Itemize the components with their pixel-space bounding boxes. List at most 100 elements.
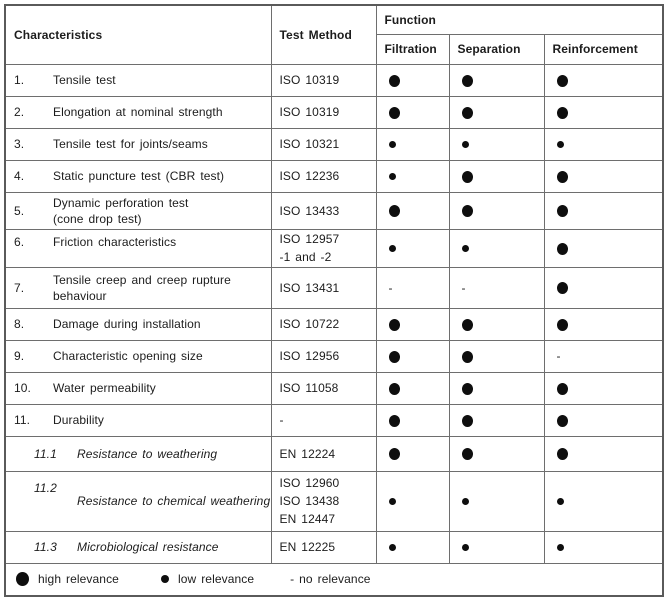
table-row: 3. Tensile test for joints/seams ISO 103…	[4, 127, 664, 161]
characteristic-name: Dynamic perforation test (cone drop test)	[53, 195, 189, 226]
characteristic-cell: 11. Durability	[4, 403, 272, 437]
low-relevance-dot-icon	[388, 141, 396, 149]
characteristic-name: Tensile test for joints/seams	[53, 137, 208, 151]
row-number: 11.3	[34, 540, 57, 554]
test-method-cell: ISO 10319	[270, 95, 377, 129]
high-relevance-dot-icon	[556, 414, 568, 427]
high-relevance-dot-icon	[461, 170, 473, 183]
characteristic-cell: 9. Characteristic opening size	[4, 339, 272, 373]
characteristic-name: Durability	[53, 413, 105, 427]
filtration-cell	[375, 228, 450, 268]
high-relevance-dot-icon	[388, 106, 400, 119]
separation-cell	[448, 63, 545, 97]
filtration-cell: -	[375, 266, 450, 309]
characteristic-cell: 8. Damage during installation	[4, 307, 272, 341]
low-relevance-dot-icon	[388, 498, 396, 506]
characteristic-cell: 11.2 Resistance to chemical weathering	[4, 470, 272, 532]
characteristic-name: Tensile test	[53, 73, 116, 87]
table-row: 1. Tensile test ISO 10319	[4, 63, 664, 97]
column-header-filtration: Filtration	[375, 33, 450, 65]
high-relevance-dot-icon	[388, 318, 400, 331]
low-relevance-dot-icon	[388, 245, 396, 253]
separation-cell	[448, 307, 545, 341]
characteristic-cell: 4. Static puncture test (CBR test)	[4, 159, 272, 193]
high-relevance-dot-icon	[461, 350, 473, 363]
reinforcement-cell	[543, 530, 664, 564]
characteristic-cell: 7. Tensile creep and creep rupture behavi…	[4, 266, 272, 309]
characteristic-name: Characteristic opening size	[53, 349, 203, 363]
characteristic-cell: 11.3 Microbiological resistance	[4, 530, 272, 564]
row-number: 1.	[14, 73, 25, 87]
row-number: 10.	[14, 381, 31, 395]
column-header-reinforcement: Reinforcement	[543, 33, 664, 65]
test-method-cell: ISO 13431	[270, 266, 377, 309]
table-row: 11. Durability -	[4, 403, 664, 437]
separation-cell	[448, 371, 545, 405]
legend: high relevance low relevance - no releva…	[16, 572, 662, 587]
test-method-cell: ISO 12957 -1 and -2	[270, 228, 377, 268]
separation-cell	[448, 530, 545, 564]
characteristic-cell: 2. Elongation at nominal strength	[4, 95, 272, 129]
filtration-cell	[375, 159, 450, 193]
legend-none-label: - no relevance	[290, 572, 371, 587]
row-number: 11.2	[34, 480, 57, 495]
characteristic-name: Tensile creep and creep rupture behaviour	[53, 272, 231, 303]
low-relevance-dot-icon	[461, 498, 469, 506]
reinforcement-cell	[543, 435, 664, 472]
filtration-cell	[375, 127, 450, 161]
test-method-cell: -	[270, 403, 377, 437]
high-relevance-dot-icon	[388, 382, 400, 395]
reinforcement-cell: -	[543, 339, 664, 373]
reinforcement-cell	[543, 191, 664, 230]
high-relevance-dot-icon	[388, 414, 400, 427]
high-relevance-dot-icon	[556, 448, 568, 461]
filtration-cell	[375, 191, 450, 230]
high-relevance-dot-icon	[388, 448, 400, 461]
separation-cell: -	[448, 266, 545, 309]
column-header-separation: Separation	[448, 33, 545, 65]
separation-cell	[448, 159, 545, 193]
filtration-cell	[375, 63, 450, 97]
low-relevance-dot-icon	[556, 498, 564, 506]
row-number: 2.	[14, 105, 25, 119]
separation-cell	[448, 470, 545, 532]
separation-cell	[448, 403, 545, 437]
reinforcement-cell	[543, 307, 664, 341]
filtration-cell	[375, 530, 450, 564]
high-relevance-dot-icon	[556, 170, 568, 183]
no-relevance-dash: -	[388, 280, 393, 295]
high-relevance-dot-icon	[461, 74, 473, 87]
test-method-cell: ISO 12236	[270, 159, 377, 193]
column-header-characteristics: Characteristics	[4, 4, 272, 65]
reinforcement-cell	[543, 95, 664, 129]
table-row: 9. Characteristic opening size ISO 12956…	[4, 339, 664, 373]
row-number: 11.1	[34, 446, 57, 461]
test-method-cell: ISO 10722	[270, 307, 377, 341]
characteristic-cell: 6. Friction characteristics	[4, 228, 272, 268]
filtration-cell	[375, 307, 450, 341]
test-method-cell: ISO 11058	[270, 371, 377, 405]
low-relevance-dot-icon	[160, 575, 169, 584]
characteristic-cell: 3. Tensile test for joints/seams	[4, 127, 272, 161]
row-number: 7.	[14, 280, 25, 295]
table-row: 11.1 Resistance to weathering EN 12224	[4, 435, 664, 472]
characteristic-name: Water permeability	[53, 381, 156, 395]
characteristic-cell: 5. Dynamic perforation test (cone drop te…	[4, 191, 272, 230]
separation-cell	[448, 228, 545, 268]
low-relevance-dot-icon	[388, 173, 396, 181]
reinforcement-cell	[543, 159, 664, 193]
table-row: 5. Dynamic perforation test (cone drop te…	[4, 191, 664, 230]
test-method-cell: ISO 10319	[270, 63, 377, 97]
test-method-cell: EN 12225	[270, 530, 377, 564]
characteristic-name: Resistance to chemical weathering	[77, 494, 271, 508]
separation-cell	[448, 339, 545, 373]
table-body: 1. Tensile test ISO 10319 2. Elongation …	[4, 63, 664, 564]
separation-cell	[448, 127, 545, 161]
table-row: 11.3 Microbiological resistance EN 12225	[4, 530, 664, 564]
high-relevance-dot-icon	[556, 282, 568, 295]
row-number: 4.	[14, 169, 25, 183]
table-row: 7. Tensile creep and creep rupture behavi…	[4, 266, 664, 309]
low-relevance-dot-icon	[461, 245, 469, 253]
test-method-cell: EN 12224	[270, 435, 377, 472]
